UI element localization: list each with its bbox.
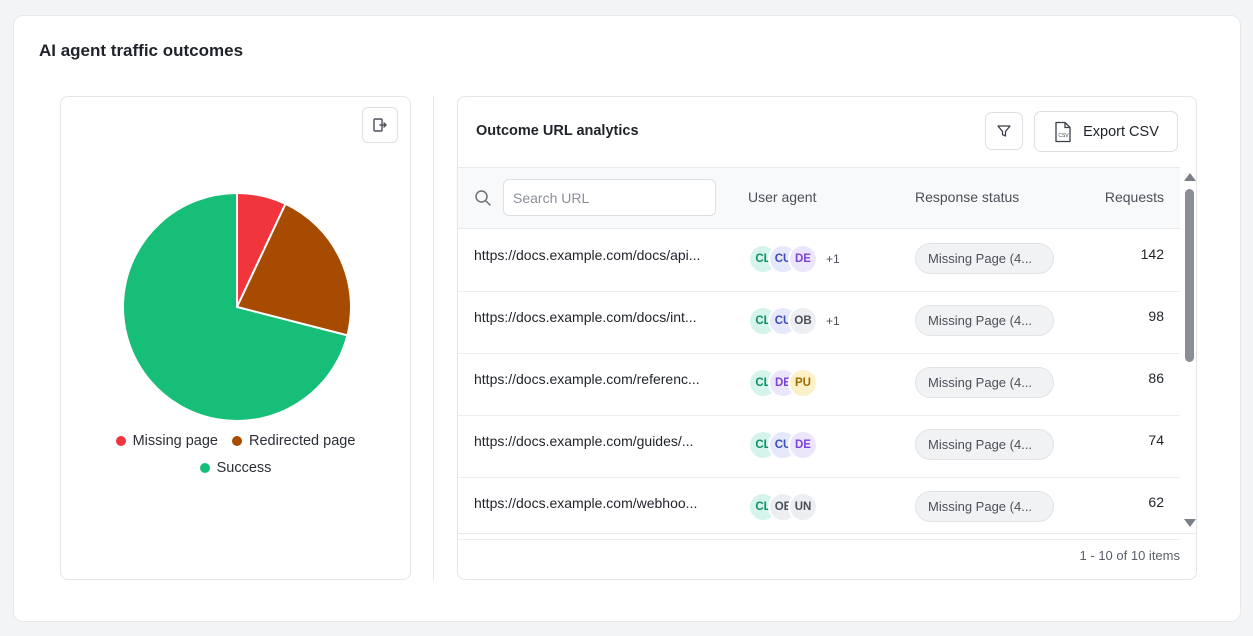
status-badge: Missing Page (4...	[915, 491, 1054, 522]
chart-legend: Missing page Redirected page Success	[61, 433, 410, 487]
request-count: 74	[1148, 432, 1164, 448]
user-agent-avatars: CL CU DE	[748, 430, 818, 460]
more-agents-count[interactable]: +1	[826, 314, 840, 328]
request-count: 62	[1148, 494, 1164, 510]
pie-slice-success[interactable]	[122, 192, 349, 422]
legend-item-success[interactable]: Success	[199, 460, 272, 476]
table-row[interactable]: https://docs.example.com/webhoo... CL OE UN…	[458, 478, 1180, 540]
request-count: 142	[1140, 246, 1164, 262]
status-badge: Missing Page (4...	[915, 367, 1054, 398]
legend-item-redirected[interactable]: Redirected page	[232, 433, 355, 449]
legend-dot-redirected	[232, 436, 242, 446]
user-agent-avatars: CL DE PU	[748, 368, 818, 398]
traffic-outcomes-card: AI agent traffic outcomes Missing page R…	[13, 15, 1241, 622]
user-agent-avatars: CL CU OB +1	[748, 306, 840, 336]
legend-dot-missing	[115, 436, 126, 446]
legend-item-missing[interactable]: Missing page	[115, 433, 218, 449]
request-count: 98	[1148, 308, 1164, 324]
csv-file-icon: CSV	[1055, 121, 1071, 142]
table-row[interactable]: https://docs.example.com/docs/int... CL CU…	[458, 292, 1180, 354]
export-chart-button[interactable]	[362, 107, 398, 143]
legend-label-redirected: Redirected page	[249, 433, 356, 449]
filter-button[interactable]	[985, 112, 1023, 150]
scroll-up-arrow[interactable]	[1184, 173, 1196, 181]
export-icon	[373, 118, 387, 132]
search-icon	[475, 190, 491, 206]
url-analytics-panel: Outcome URL analytics CSV Export CSV Use…	[457, 96, 1197, 580]
legend-dot-success	[199, 463, 210, 473]
status-badge: Missing Page (4...	[915, 243, 1054, 274]
agent-avatar[interactable]: UN	[788, 492, 818, 522]
header-response-status[interactable]: Response status	[915, 189, 1020, 205]
panel-divider	[433, 96, 434, 580]
pie-chart-panel: Missing page Redirected page Success	[60, 96, 411, 580]
card-title: AI agent traffic outcomes	[39, 41, 244, 60]
request-count: 86	[1148, 370, 1164, 386]
row-url[interactable]: https://docs.example.com/webhoo...	[474, 495, 698, 511]
status-badge: Missing Page (4...	[915, 429, 1054, 460]
row-url[interactable]: https://docs.example.com/referenc...	[474, 371, 700, 387]
search-url-input[interactable]	[503, 179, 716, 216]
user-agent-avatars: CL OE UN	[748, 492, 818, 522]
table-scrollbar[interactable]	[1180, 167, 1196, 533]
header-user-agent[interactable]: User agent	[748, 189, 817, 205]
csv-icon-text: CSV	[1058, 133, 1069, 139]
outcomes-pie-chart	[122, 192, 352, 422]
table-title: Outcome URL analytics	[476, 123, 639, 139]
table-row[interactable]: https://docs.example.com/guides/... CL CU D…	[458, 416, 1180, 478]
table-row[interactable]: https://docs.example.com/docs/api... CL CU…	[458, 230, 1180, 292]
header-requests[interactable]: Requests	[1104, 189, 1164, 205]
table-header: User agent Response status Requests	[458, 167, 1180, 229]
table-row[interactable]: https://docs.example.com/referenc... CL DE…	[458, 354, 1180, 416]
row-url[interactable]: https://docs.example.com/docs/int...	[474, 309, 697, 325]
agent-avatar[interactable]: PU	[788, 368, 818, 398]
more-agents-count[interactable]: +1	[826, 252, 840, 266]
legend-label-success: Success	[216, 460, 272, 476]
pagination-info: 1 - 10 of 10 items	[1079, 548, 1180, 563]
legend-label-missing: Missing page	[132, 433, 218, 449]
pie-slice-redirected-page[interactable]	[235, 202, 352, 337]
row-url[interactable]: https://docs.example.com/guides/...	[474, 433, 694, 449]
export-csv-label: Export CSV	[1083, 123, 1159, 140]
scroll-thumb[interactable]	[1185, 189, 1194, 362]
filter-icon	[997, 125, 1011, 137]
agent-avatar[interactable]: DE	[788, 244, 818, 274]
scroll-down-arrow[interactable]	[1184, 519, 1196, 527]
row-url[interactable]: https://docs.example.com/docs/api...	[474, 247, 701, 263]
agent-avatar[interactable]: OB	[788, 306, 818, 336]
table-footer: 1 - 10 of 10 items	[458, 533, 1196, 579]
agent-avatar[interactable]: DE	[788, 430, 818, 460]
export-csv-button[interactable]: CSV Export CSV	[1034, 111, 1178, 152]
status-badge: Missing Page (4...	[915, 305, 1054, 336]
user-agent-avatars: CL CU DE +1	[748, 244, 840, 274]
